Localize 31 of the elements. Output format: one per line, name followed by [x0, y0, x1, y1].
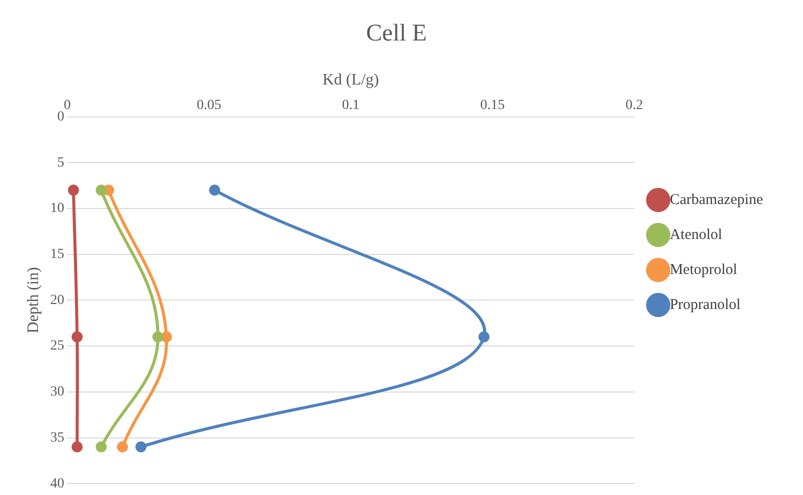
point: [96, 184, 107, 196]
y-tick-label: 0: [57, 109, 64, 124]
point: [116, 441, 128, 452]
y-tick-label: 30: [50, 384, 64, 400]
x-tick-label: 0.1: [342, 98, 360, 114]
x-axis-title: Kd (L/g): [322, 72, 379, 89]
legend-label: Atenolol: [670, 226, 722, 243]
y-axis-title: Depth (in): [24, 267, 42, 334]
y-tick-label: 20: [50, 292, 64, 308]
point: [152, 331, 164, 342]
x-tick-label: 0.2: [625, 98, 643, 114]
point: [209, 184, 220, 196]
x-tick-label: 0.05: [196, 98, 222, 114]
y-tick-label: 15: [50, 247, 64, 262]
legend-label: Propranolol: [670, 296, 741, 313]
legend-label: Carbamazepine: [670, 192, 764, 208]
y-tick-label: 5: [57, 155, 64, 170]
point: [160, 331, 172, 342]
point: [478, 331, 490, 342]
chart-title: Cell E: [366, 20, 427, 47]
y-tick-label: 35: [50, 430, 64, 446]
x-tick-label: 0.15: [480, 98, 505, 114]
point: [68, 184, 79, 196]
y-tick-label: 10: [50, 201, 64, 216]
point: [72, 331, 83, 342]
y-tick-label: 40: [50, 476, 64, 492]
point: [96, 441, 107, 452]
point: [72, 441, 83, 452]
y-tick-label: 25: [50, 338, 64, 354]
point: [135, 441, 146, 452]
legend-label: Metoprolol: [670, 262, 738, 278]
